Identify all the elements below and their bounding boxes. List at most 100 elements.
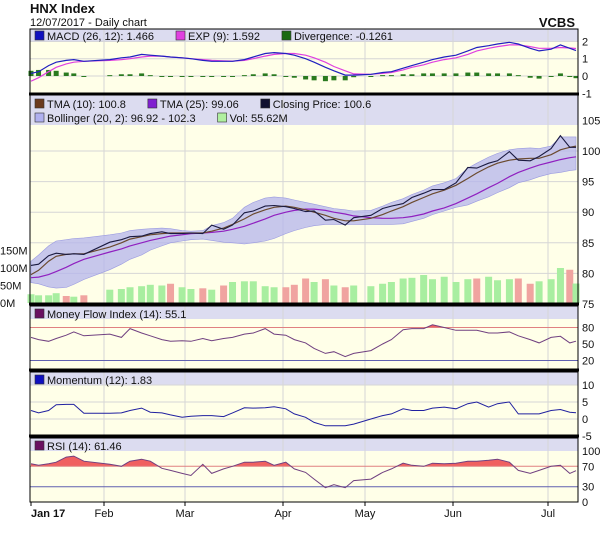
macd-y-tick-label: 2	[582, 36, 588, 48]
price-y-tick-label: 95	[582, 177, 594, 189]
divergence-bar	[81, 76, 87, 77]
divergence-bar	[441, 73, 447, 76]
macd-y-tick-label: 0	[582, 71, 588, 83]
divergence-bar	[139, 73, 145, 76]
divergence-bar	[342, 76, 348, 81]
divergence-bar	[573, 76, 579, 79]
divergence-bar	[400, 74, 406, 76]
volume-tick-label: 50M	[0, 281, 21, 293]
volume-bar	[428, 279, 436, 303]
divergence-bar	[200, 76, 206, 77]
volume-bar	[556, 268, 564, 303]
divergence-bar	[453, 73, 459, 76]
divergence-bar	[506, 73, 512, 76]
price-legend-swatch	[34, 112, 45, 123]
volume-bar	[535, 281, 543, 303]
divergence-bar	[71, 73, 77, 76]
divergence-bar	[331, 76, 337, 81]
price-y-tick-label: 75	[582, 299, 594, 311]
chart-title: HNX Index	[30, 1, 96, 16]
rsi-line	[30, 455, 577, 489]
divergence-bar	[536, 76, 542, 79]
divergence-bar	[262, 73, 268, 76]
rsi-overbought-fill	[31, 456, 562, 467]
closing-price-line	[30, 134, 576, 266]
mfi-legend-band	[30, 306, 578, 319]
x-tick-label: Jun	[444, 508, 462, 520]
volume-bar	[35, 295, 43, 303]
divergence-bar	[368, 76, 374, 77]
momentum-y-tick-label: 10	[582, 380, 594, 392]
momentum-y-tick-label: -5	[582, 431, 592, 443]
divergence-bar	[380, 75, 386, 77]
volume-bar	[117, 289, 125, 303]
bollinger-band	[30, 136, 577, 289]
chart-subtitle: 12/07/2017 - Daily chart	[30, 17, 147, 29]
price-y-tick-label: 105	[582, 115, 600, 127]
volume-bar	[452, 282, 460, 303]
divergence-bar	[179, 76, 185, 77]
volume-bar	[27, 294, 35, 303]
volume-bar	[240, 281, 248, 303]
x-tick-label: Feb	[95, 508, 114, 520]
price-legend-label: Vol: 55.62M	[230, 113, 288, 125]
volume-bar	[261, 286, 269, 303]
divergence-bar	[351, 76, 357, 78]
price-legend-band	[30, 95, 578, 125]
momentum-legend-swatch	[34, 374, 45, 385]
divergence-bar	[548, 76, 554, 77]
rsi-y-tick-label: 70	[582, 461, 594, 473]
macd-y-tick-label: -1	[582, 88, 592, 100]
divergence-bar	[474, 72, 480, 76]
volume-bar	[350, 285, 358, 303]
price-legend-swatch	[147, 98, 158, 109]
volume-bar	[473, 278, 481, 303]
volume-tick-label: 0M	[0, 298, 15, 310]
volume-bar	[494, 280, 502, 303]
price-y-tick-label: 80	[582, 268, 594, 280]
mfi-line	[30, 324, 577, 358]
volume-bar	[282, 287, 290, 303]
divergence-bar	[36, 69, 42, 76]
x-tick-label: May	[355, 508, 376, 520]
volume-bar	[178, 287, 186, 303]
rsi-y-tick-label: 0	[582, 497, 588, 509]
divergence-bar	[495, 73, 501, 76]
volume-bar	[379, 283, 387, 303]
macd-y-tick-label: 1	[582, 54, 588, 66]
x-tick-label: Mar	[176, 508, 195, 520]
brand-label: VCBS	[539, 15, 575, 30]
rsi-legend-swatch	[34, 440, 45, 451]
volume-bar	[229, 282, 237, 303]
divergence-bar	[409, 74, 415, 76]
volume-bar	[249, 281, 257, 303]
divergence-bar	[291, 76, 297, 78]
volume-bar	[420, 275, 428, 303]
volume-bar	[52, 293, 60, 303]
mfi-y-tick-label: 80	[582, 323, 594, 335]
price-y-tick-label: 100	[582, 146, 600, 158]
volume-bar	[158, 285, 166, 303]
price-y-tick-label: 85	[582, 238, 594, 250]
divergence-bar	[28, 70, 34, 76]
volume-tick-label: 150M	[0, 246, 28, 258]
mfi-y-tick-label: 50	[582, 339, 594, 351]
volume-bar	[330, 285, 338, 303]
divergence-bar	[567, 76, 573, 77]
volume-bar	[146, 284, 154, 303]
momentum-line	[30, 401, 577, 427]
volume-bar	[485, 276, 493, 303]
divergence-bar	[230, 76, 236, 77]
price-legend-swatch	[34, 98, 45, 109]
macd-legend-swatch	[281, 30, 292, 41]
momentum-legend-band	[30, 372, 578, 385]
price-y-tick-label: 90	[582, 207, 594, 219]
divergence-bar	[271, 74, 277, 76]
price-legend-label: Closing Price: 100.6	[273, 99, 371, 111]
volume-bar	[547, 279, 555, 303]
volume-bar	[408, 277, 416, 303]
price-legend-swatch	[217, 112, 227, 123]
x-tick-label: Apr	[274, 508, 291, 520]
volume-bar	[80, 295, 88, 303]
